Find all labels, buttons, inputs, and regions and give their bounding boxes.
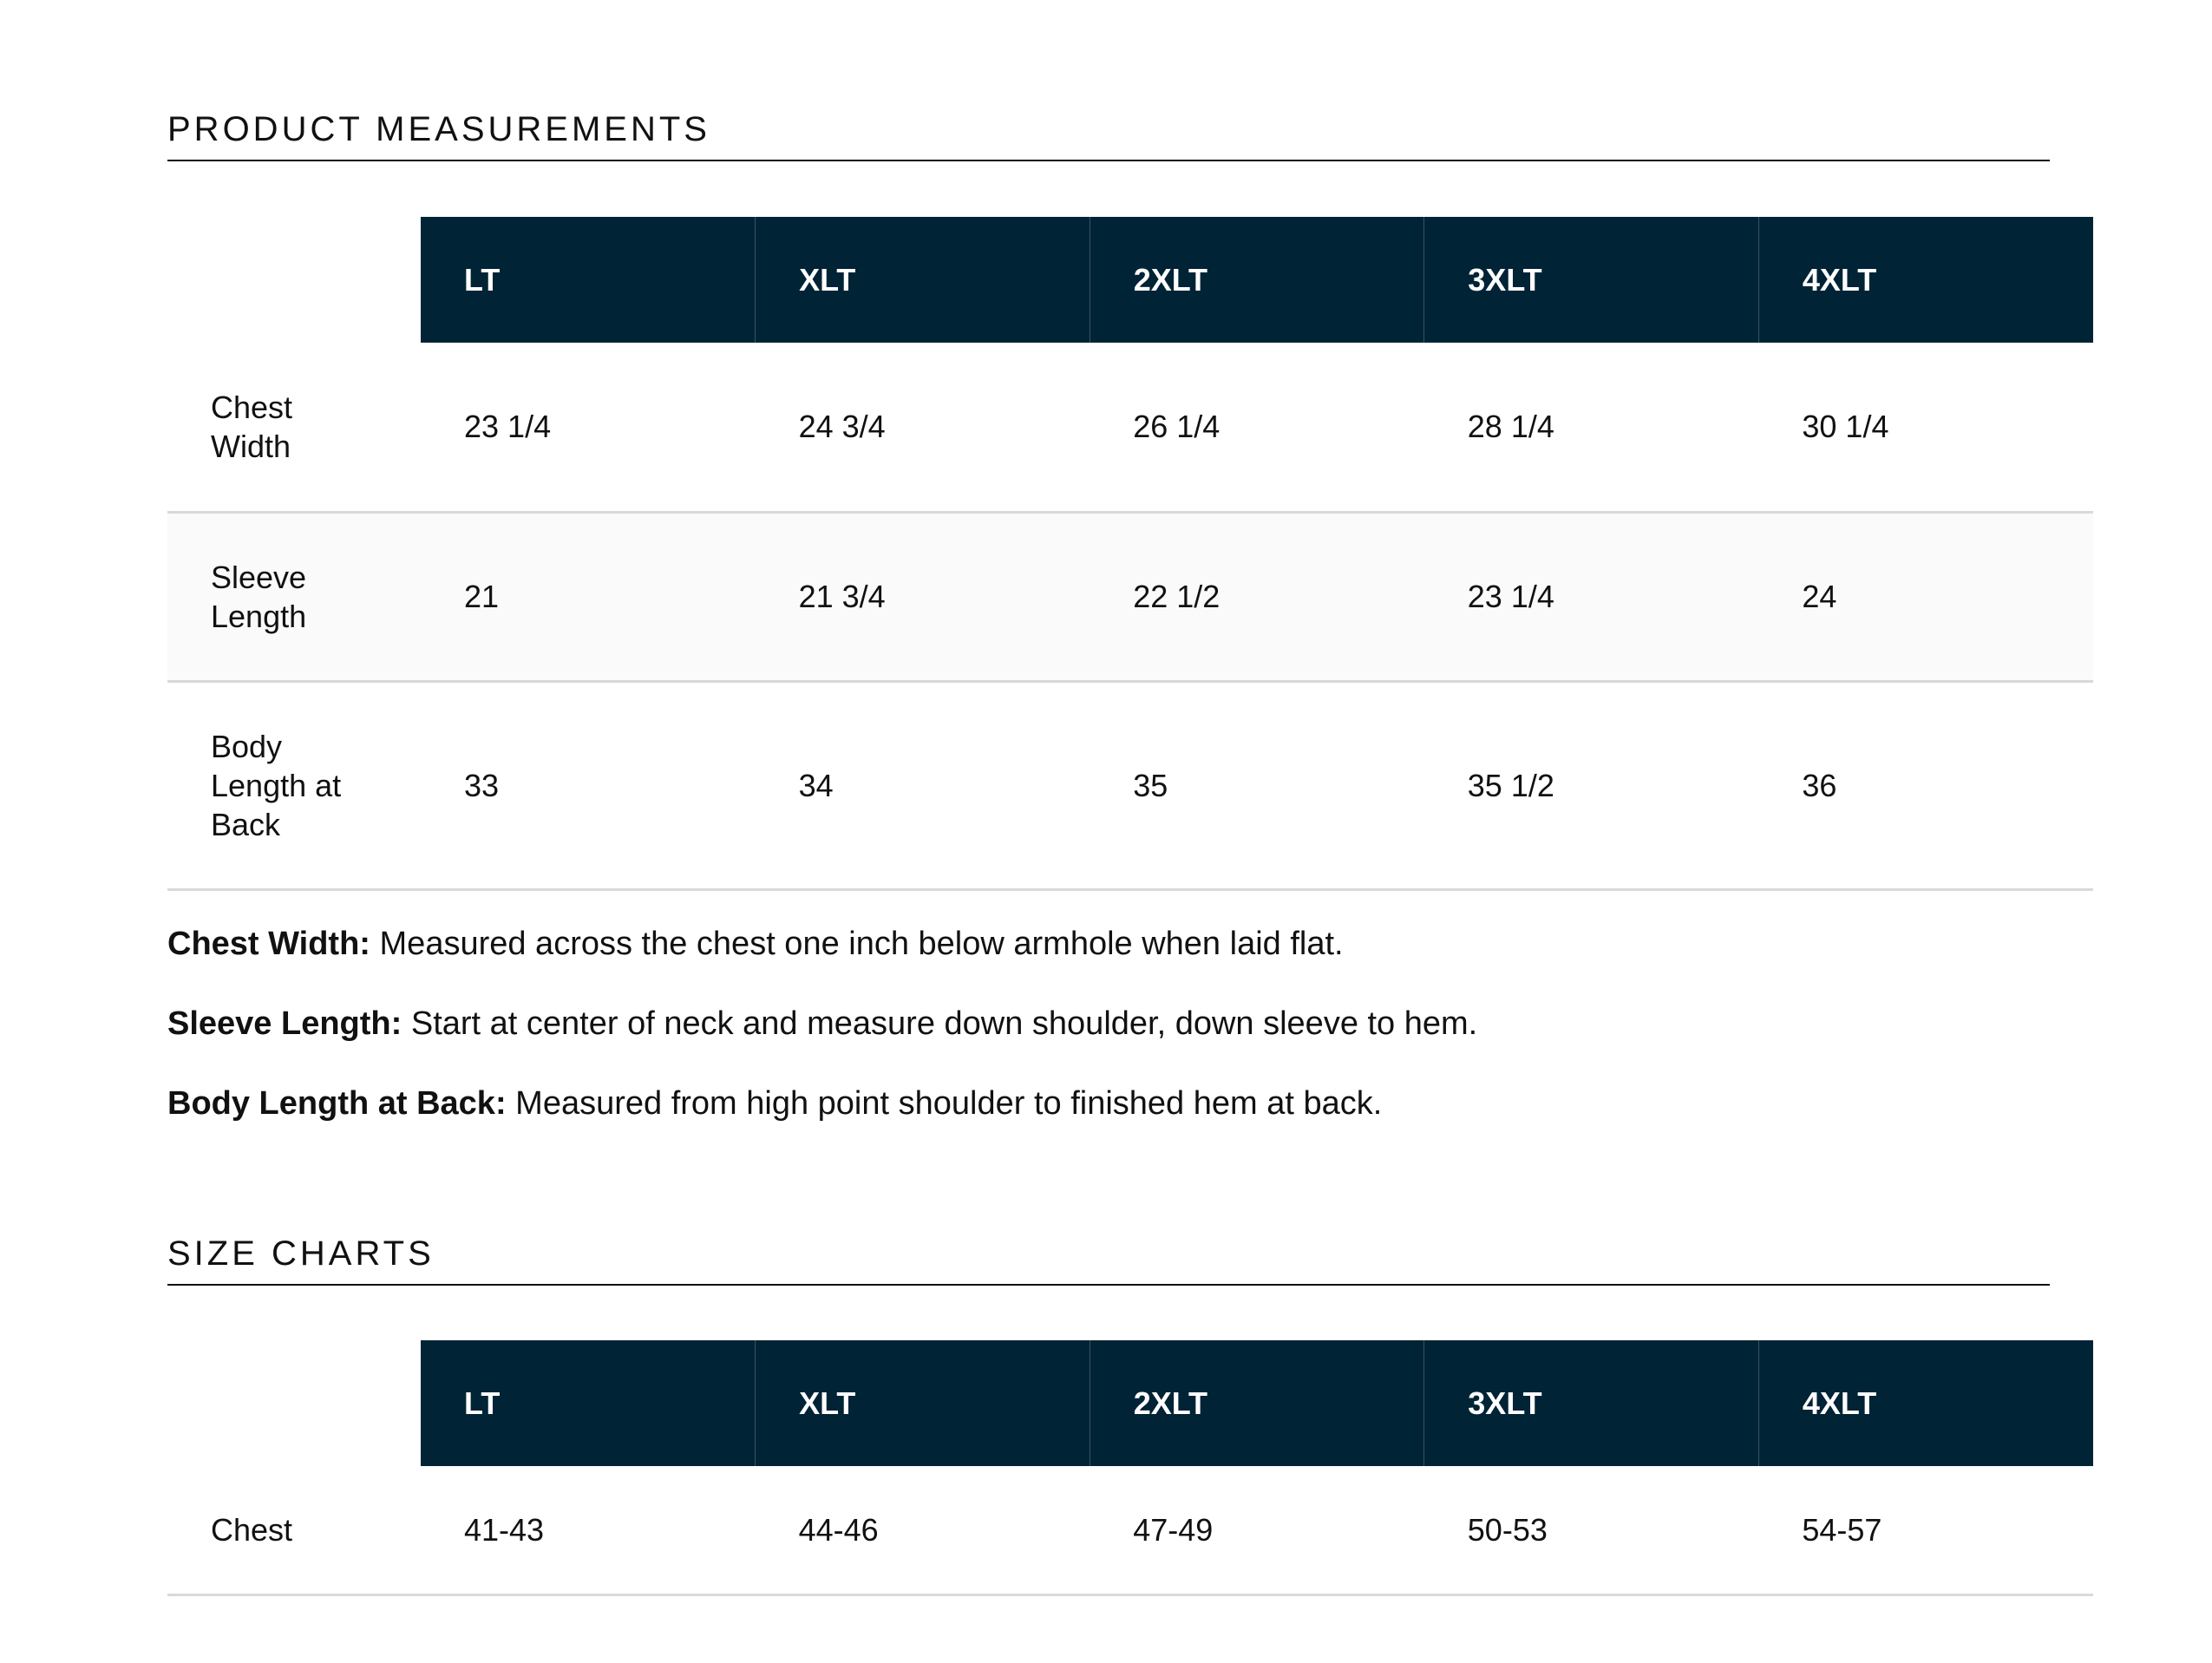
note-term: Chest Width:: [167, 926, 370, 962]
size-header-3xlt: 3XLT: [1423, 217, 1759, 343]
table-cell: 47-49: [1090, 1466, 1424, 1596]
table-cell: 33: [421, 681, 756, 891]
row-label-chest-width: Chest Width: [167, 343, 421, 514]
row-label-chest: Chest: [167, 1466, 421, 1596]
size-header-3xlt: 3XLT: [1423, 1340, 1759, 1466]
note-chest-width: Chest Width: Measured across the chest o…: [167, 924, 2076, 964]
table-header-row: LT XLT 2XLT 3XLT 4XLT: [167, 1340, 2093, 1466]
size-header-xlt: XLT: [755, 217, 1090, 343]
table-cell: 41-43: [421, 1466, 756, 1596]
size-header-xlt: XLT: [755, 1340, 1090, 1466]
table-cell: 35: [1090, 681, 1424, 891]
table-header-row: LT XLT 2XLT 3XLT 4XLT: [167, 217, 2093, 343]
table-row: Sleeve Length 21 21 3/4 22 1/2 23 1/4 24: [167, 512, 2093, 683]
note-text: Start at center of neck and measure down…: [402, 1005, 1478, 1042]
size-header-4xlt: 4XLT: [1757, 217, 2093, 343]
measurement-notes: Chest Width: Measured across the chest o…: [167, 924, 2076, 1163]
table-row: Chest Width 23 1/4 24 3/4 26 1/4 28 1/4 …: [167, 343, 2093, 514]
table-row: Body Length at Back 33 34 35 35 1/2 36: [167, 681, 2093, 891]
table-cell: 44-46: [755, 1466, 1090, 1596]
row-label-body-length-at-back: Body Length at Back: [167, 681, 421, 891]
note-term: Body Length at Back:: [167, 1085, 507, 1122]
note-term: Sleeve Length:: [167, 1005, 402, 1042]
size-header-2xlt: 2XLT: [1089, 1340, 1424, 1466]
table-cell: 21: [421, 512, 756, 683]
size-charts-table: LT XLT 2XLT 3XLT 4XLT Chest 41-43 44-46 …: [167, 1340, 2093, 1596]
size-charts-title: SIZE CHARTS: [167, 1234, 2050, 1286]
table-cell: 54-57: [1758, 1466, 2093, 1596]
table-row: Chest 41-43 44-46 47-49 50-53 54-57: [167, 1466, 2093, 1596]
table-cell: 24: [1758, 512, 2093, 683]
table-cell: 24 3/4: [755, 343, 1090, 514]
table-cell: 35 1/2: [1423, 681, 1759, 891]
size-header-lt: LT: [421, 1340, 756, 1466]
header-corner: [167, 1340, 421, 1466]
size-header-lt: LT: [421, 217, 756, 343]
table-cell: 28 1/4: [1423, 343, 1759, 514]
table-cell: 50-53: [1423, 1466, 1759, 1596]
header-corner: [167, 217, 421, 343]
table-cell: 36: [1758, 681, 2093, 891]
note-text: Measured across the chest one inch below…: [370, 926, 1344, 962]
row-label-sleeve-length: Sleeve Length: [167, 512, 421, 683]
product-measurements-title: PRODUCT MEASUREMENTS: [167, 109, 2050, 161]
table-cell: 26 1/4: [1090, 343, 1424, 514]
table-cell: 30 1/4: [1758, 343, 2093, 514]
note-body-length-at-back: Body Length at Back: Measured from high …: [167, 1084, 2076, 1123]
table-cell: 23 1/4: [421, 343, 756, 514]
note-sleeve-length: Sleeve Length: Start at center of neck a…: [167, 1004, 2076, 1044]
size-header-4xlt: 4XLT: [1757, 1340, 2093, 1466]
table-cell: 34: [755, 681, 1090, 891]
product-measurements-table: LT XLT 2XLT 3XLT 4XLT Chest Width 23 1/4…: [167, 217, 2093, 891]
note-text: Measured from high point shoulder to fin…: [506, 1085, 1383, 1122]
table-cell: 22 1/2: [1090, 512, 1424, 683]
table-cell: 21 3/4: [755, 512, 1090, 683]
size-header-2xlt: 2XLT: [1089, 217, 1424, 343]
table-cell: 23 1/4: [1423, 512, 1759, 683]
